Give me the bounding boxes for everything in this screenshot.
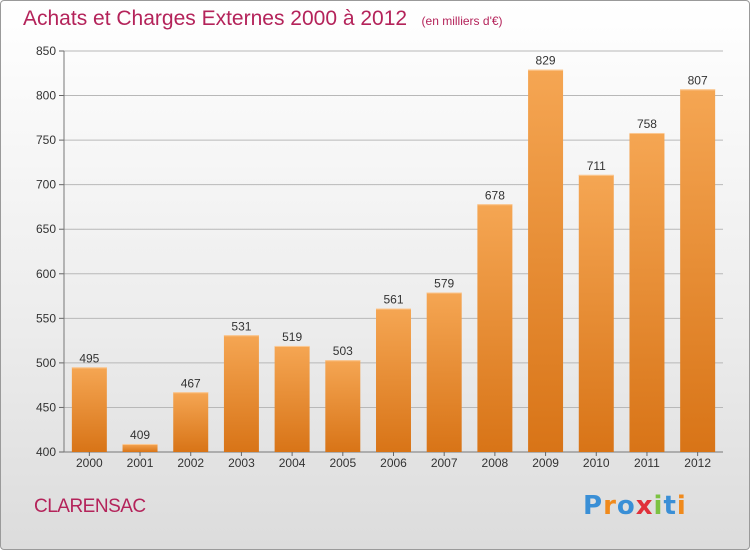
brand-letter: o — [616, 491, 636, 521]
x-tick-label-2006: 2006 — [380, 456, 407, 470]
data-label-2011: 758 — [637, 117, 657, 131]
title-row: Achats et Charges Externes 2000 à 2012 (… — [23, 7, 503, 31]
x-tick-label-2003: 2003 — [228, 456, 255, 470]
bar-2011 — [629, 132, 665, 452]
proxiti-logo[interactable]: Proxiti — [583, 491, 687, 521]
y-tick-label: 650 — [36, 222, 56, 236]
data-label-2002: 467 — [181, 376, 201, 390]
data-label-2001: 409 — [130, 428, 150, 442]
data-label-2006: 561 — [383, 293, 403, 307]
bar-2001 — [122, 443, 158, 452]
y-tick-label: 550 — [36, 311, 56, 325]
y-tick-label: 800 — [36, 89, 56, 103]
bar-2004 — [274, 345, 310, 452]
x-tick-label-2007: 2007 — [431, 456, 458, 470]
brand-letter: x — [635, 491, 654, 521]
y-tick-label: 500 — [36, 356, 56, 370]
data-label-2012: 807 — [688, 73, 708, 87]
y-tick-label: 600 — [36, 267, 56, 281]
bar-2005 — [325, 360, 361, 452]
chart-subtitle: (en milliers d'€) — [421, 14, 503, 28]
data-label-2004: 519 — [282, 330, 302, 344]
data-label-2009: 829 — [536, 54, 556, 68]
brand-letter: r — [603, 491, 617, 521]
x-tick-label-2011: 2011 — [634, 456, 660, 470]
brand-letter: t — [663, 491, 677, 521]
x-tick-label-2004: 2004 — [279, 456, 306, 470]
chart-title: Achats et Charges Externes 2000 à 2012 — [23, 7, 408, 30]
x-tick-label-2000: 2000 — [76, 456, 103, 470]
y-tick-label: 700 — [36, 178, 56, 192]
x-tick-label-2002: 2002 — [177, 456, 204, 470]
data-label-2005: 503 — [333, 344, 353, 358]
bar-layer — [71, 69, 716, 453]
y-tick-label: 400 — [36, 445, 56, 459]
brand-letter: P — [583, 491, 604, 521]
brand-letter: i — [676, 491, 687, 521]
bar-2003 — [223, 335, 259, 452]
x-tick-label-2005: 2005 — [329, 456, 356, 470]
bar-2012 — [680, 89, 716, 452]
y-tick-label: 850 — [36, 44, 56, 58]
data-label-2008: 678 — [485, 188, 505, 202]
x-tick-label-2009: 2009 — [532, 456, 559, 470]
data-label-2000: 495 — [79, 351, 99, 365]
brand-letter: i — [653, 491, 664, 521]
y-tick-label: 750 — [36, 133, 56, 147]
bar-2000 — [71, 367, 107, 452]
bar-2008 — [477, 204, 513, 452]
x-tick-label-2012: 2012 — [684, 456, 711, 470]
bar-2010 — [578, 174, 614, 452]
data-label-2007: 579 — [434, 276, 454, 290]
bar-2006 — [376, 308, 411, 452]
bar-2002 — [173, 392, 209, 452]
x-tick-label-2010: 2010 — [583, 456, 610, 470]
bar-2009 — [528, 69, 564, 453]
commune-name: CLARENSAC — [34, 496, 146, 517]
data-label-2003: 531 — [231, 319, 251, 333]
label-layer: 495 409 467 531 519 503 561 579 678 829 711 758 807 — [79, 54, 708, 442]
x-tick-label-2008: 2008 — [482, 456, 509, 470]
bar-2007 — [426, 292, 462, 452]
y-tick-label: 450 — [36, 400, 56, 414]
x-tick-label-2001: 2001 — [127, 456, 154, 470]
data-label-2010: 711 — [587, 159, 606, 173]
